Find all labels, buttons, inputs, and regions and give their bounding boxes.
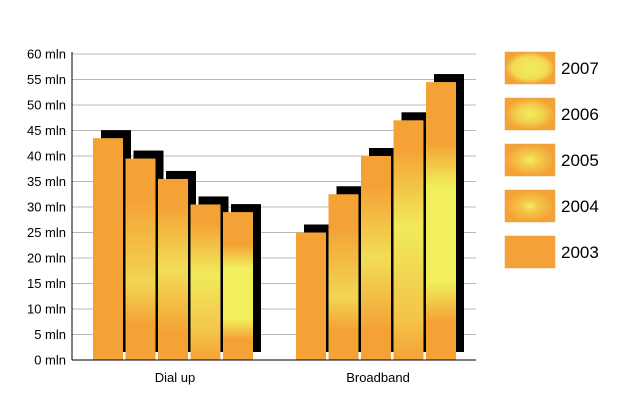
bar-broadband-2004 bbox=[328, 194, 359, 360]
y-tick-label: 50 mln bbox=[27, 98, 66, 113]
x-axis-category-labels: Dial up Broadband bbox=[155, 370, 410, 385]
bar-dial-up-2005 bbox=[158, 178, 188, 360]
y-tick-label: 60 mln bbox=[27, 47, 66, 62]
bar-dial-up-2004 bbox=[125, 158, 156, 360]
bar-broadband-2005 bbox=[361, 156, 391, 360]
bar-dial-up-2007 bbox=[223, 212, 253, 360]
x-category-label: Broadband bbox=[346, 370, 410, 385]
legend-label-2004: 2004 bbox=[561, 197, 599, 216]
y-tick-label: 15 mln bbox=[27, 276, 66, 291]
bars bbox=[93, 74, 464, 361]
legend: 2007 2006 2005 2004 2003 bbox=[504, 51, 599, 269]
bar-dial-up-2003 bbox=[93, 138, 123, 360]
y-tick-label: 25 mln bbox=[27, 225, 66, 240]
y-tick-label: 40 mln bbox=[27, 149, 66, 164]
legend-label-2007: 2007 bbox=[561, 59, 599, 78]
legend-label-2005: 2005 bbox=[561, 151, 599, 170]
bar-broadband-2007 bbox=[426, 82, 456, 361]
legend-label-2006: 2006 bbox=[561, 105, 599, 124]
legend-swatch-2004 bbox=[504, 189, 556, 223]
legend-swatch-2006 bbox=[504, 97, 556, 131]
y-tick-label: 30 mln bbox=[27, 200, 66, 215]
y-tick-label: 55 mln bbox=[27, 72, 66, 87]
legend-swatch-2005 bbox=[504, 143, 556, 177]
y-tick-label: 5 mln bbox=[34, 327, 66, 342]
x-category-label: Dial up bbox=[155, 370, 195, 385]
y-axis-tick-labels: 0 mln 5 mln 10 mln 15 mln 20 mln 25 mln 30 mln… bbox=[27, 47, 66, 368]
bar-broadband-2006 bbox=[393, 120, 424, 360]
y-tick-label: 0 mln bbox=[34, 353, 66, 368]
y-tick-label: 35 mln bbox=[27, 174, 66, 189]
bar-dial-up-2006 bbox=[190, 204, 221, 360]
legend-swatch-2003 bbox=[504, 235, 556, 269]
legend-swatch-2007 bbox=[504, 51, 556, 85]
y-tick-label: 20 mln bbox=[27, 251, 66, 266]
y-tick-label: 10 mln bbox=[27, 302, 66, 317]
bar-broadband-2003 bbox=[296, 232, 326, 360]
legend-label-2003: 2003 bbox=[561, 243, 599, 262]
y-tick-label: 45 mln bbox=[27, 123, 66, 138]
